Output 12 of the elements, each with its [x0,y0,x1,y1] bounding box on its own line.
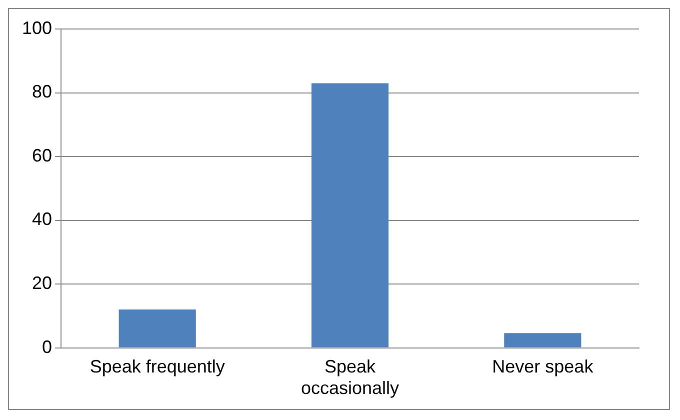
y-tick-label: 40 [32,209,52,230]
bar [118,310,196,348]
bar [504,333,582,348]
y-tick-label: 80 [32,82,52,102]
y-tick-label: 100 [22,18,52,38]
y-tick-label: 20 [32,273,52,294]
y-tick-label: 0 [42,336,52,357]
x-tick-label: Speak frequently [90,356,225,377]
x-tick-label: Never speak [492,356,594,377]
bar [311,83,389,348]
x-tick-label: Speak occasionally [300,356,400,398]
y-tick-label: 60 [32,145,52,166]
